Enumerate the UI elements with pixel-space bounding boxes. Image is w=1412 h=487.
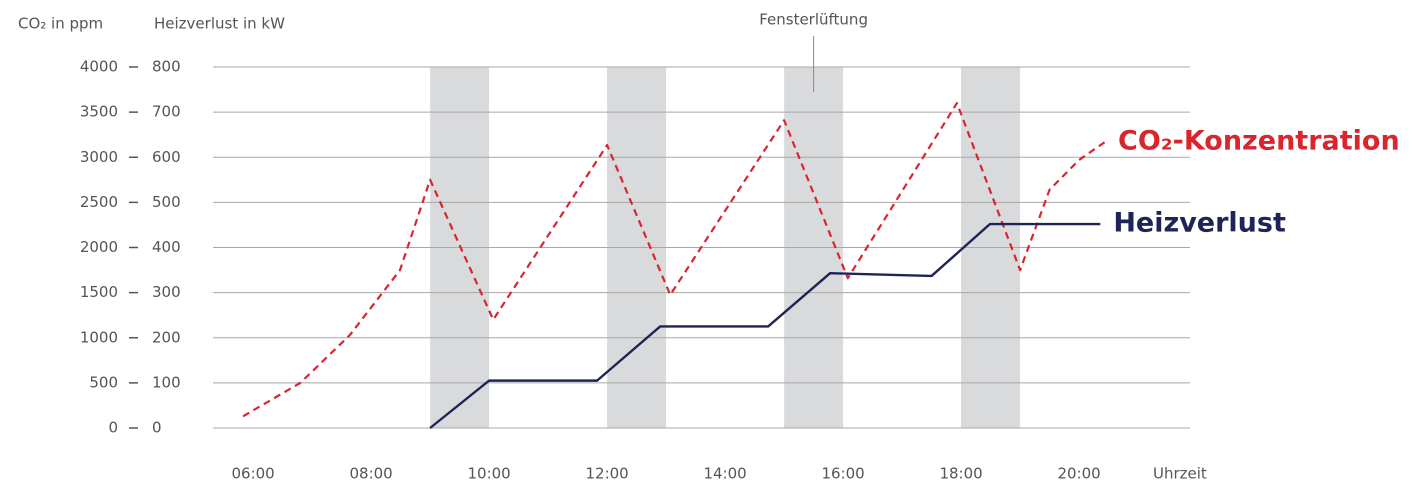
y2-tick-label: 100	[152, 373, 181, 391]
series-label: Heizverlust	[1113, 208, 1286, 239]
x-tick-label: 20:00	[1057, 465, 1100, 483]
x-tick-label: 18:00	[939, 465, 982, 483]
y-tick-label: 1000	[80, 328, 118, 346]
y2-tick-label: 500	[152, 193, 181, 211]
x-tick-label: 14:00	[703, 465, 746, 483]
y-tick-label: 3000	[80, 148, 118, 166]
y2-axis-label: Heizverlust in kW	[154, 15, 285, 33]
y-tick-label: 3500	[80, 103, 118, 121]
y2-tick-label: 400	[152, 238, 181, 256]
y-tick-label: 2500	[80, 193, 118, 211]
y2-tick-label: 600	[152, 148, 181, 166]
y2-tick-label: 700	[152, 103, 181, 121]
x-tick-label: 16:00	[821, 465, 864, 483]
y-tick-label: 1500	[80, 283, 118, 301]
x-tick-label: 08:00	[349, 465, 392, 483]
y2-tick-label: 300	[152, 283, 181, 301]
series-line	[429, 222, 1101, 429]
x-tick-label: 12:00	[585, 465, 628, 483]
y-tick-label: 4000	[80, 58, 118, 76]
x-tick-label: 10:00	[467, 465, 510, 483]
y-tick-label: 500	[89, 373, 118, 391]
y2-tick-label: 0	[152, 419, 162, 437]
series-label: CO₂-Konzentration	[1118, 125, 1400, 156]
y2-tick-label: 200	[152, 328, 181, 346]
y2-tick-label: 800	[152, 58, 181, 76]
y-tick-label: 2000	[80, 238, 118, 256]
y-tick-label: 0	[108, 419, 118, 437]
x-tick-label: 06:00	[232, 465, 275, 483]
series-line	[242, 102, 1106, 418]
annotation: Fensterlüftung	[759, 11, 868, 29]
y-axis-label: CO₂ in ppm	[18, 15, 103, 33]
x-axis-label: Uhrzeit	[1153, 465, 1207, 483]
